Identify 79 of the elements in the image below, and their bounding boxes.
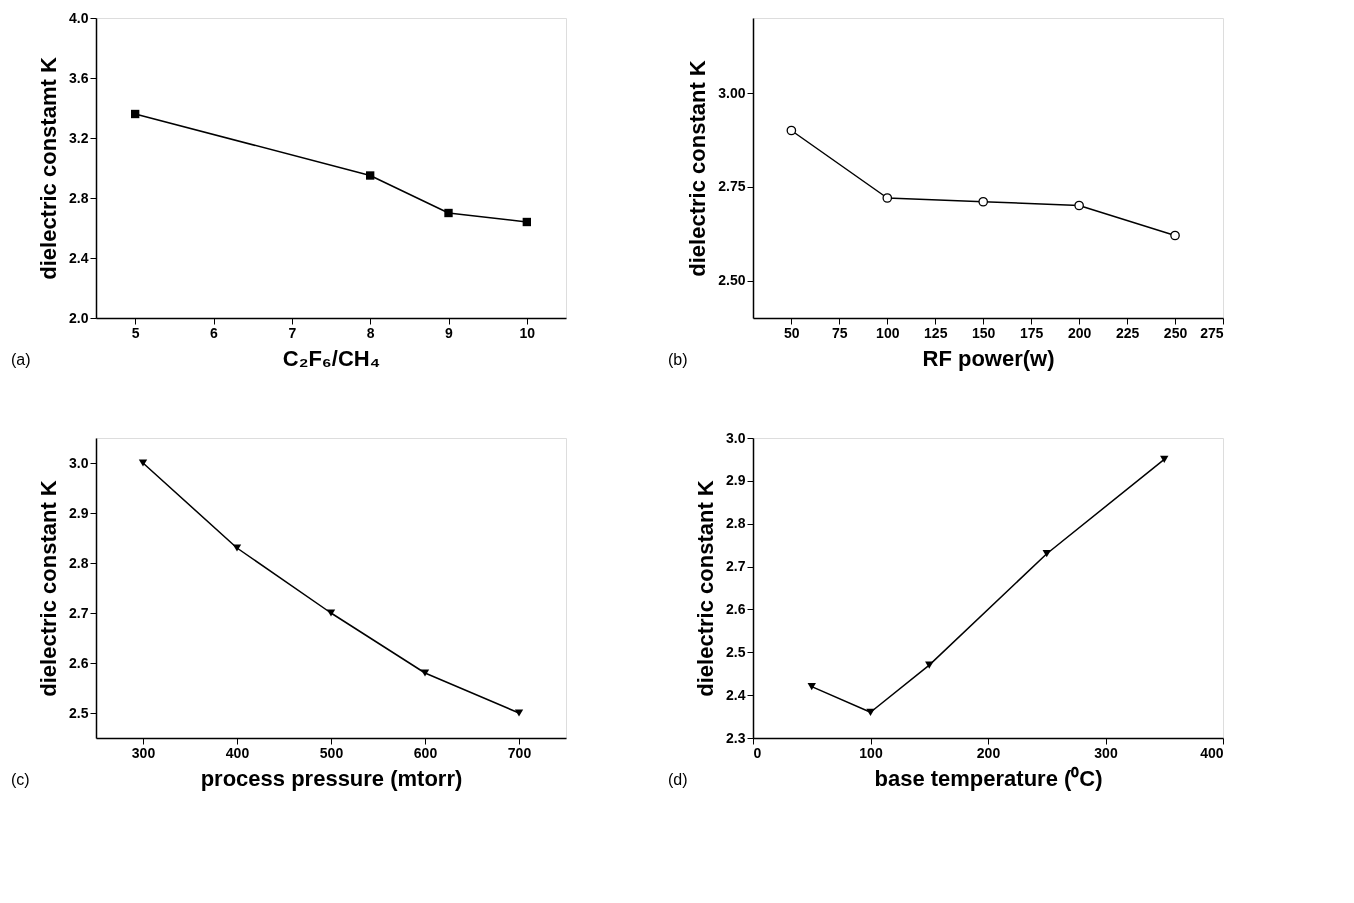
point <box>232 544 242 552</box>
y-tick-label: 2.9 <box>69 504 89 521</box>
y-tick-label: 2.75 <box>718 178 746 195</box>
point <box>1160 455 1169 464</box>
y-tick-label: 2.6 <box>69 654 89 671</box>
y-tick-label: 2.3 <box>726 729 746 746</box>
text: (c) <box>11 771 30 788</box>
point <box>514 709 524 717</box>
y-tick-label: 3.0 <box>726 429 746 446</box>
point <box>326 609 336 617</box>
x-axis-title: base temperature (⁰C) <box>874 765 1103 791</box>
y-tick-label: 2.8 <box>69 554 89 571</box>
text: (d) <box>668 771 688 788</box>
y-tick-label: 3.6 <box>69 69 89 86</box>
y-tick-label: 2.50 <box>718 272 746 288</box>
point <box>130 109 140 119</box>
point <box>138 459 148 467</box>
y-tick-label: 2.8 <box>726 515 746 532</box>
y-tick-label: 2.5 <box>726 643 746 660</box>
point <box>1170 230 1180 241</box>
x-tick-label: 8 <box>366 324 375 341</box>
x-tick-label: 125 <box>924 324 948 341</box>
point <box>882 193 893 203</box>
x-axis-title: RF power(w) <box>922 345 1055 371</box>
y-tick-label: 4.0 <box>69 9 89 26</box>
x-tick-label: 225 <box>1115 324 1140 341</box>
x-tick-label: 9 <box>445 324 454 341</box>
x-tick-label: 400 <box>1200 744 1224 761</box>
x-tick-label: 250 <box>1163 324 1188 341</box>
y-tick-label: 3.2 <box>69 129 89 146</box>
point <box>1042 550 1051 558</box>
x-tick-label: 7 <box>288 324 297 341</box>
y-axis-title: dielectric constamt K <box>36 57 62 280</box>
x-tick-label: 400 <box>225 744 250 761</box>
point <box>1074 200 1084 211</box>
x-tick-label: 600 <box>413 744 438 761</box>
point <box>978 196 989 207</box>
point <box>444 208 453 218</box>
x-tick-label: 0 <box>753 744 762 761</box>
x-axis-title: C₂F₆/CH₄ <box>282 345 381 371</box>
y-axis-title: dielectric constant K <box>36 480 62 697</box>
point <box>365 171 375 180</box>
y-tick-label: 2.7 <box>69 604 89 621</box>
y-tick-label: 2.9 <box>726 472 746 489</box>
y-tick-label: 2.7 <box>726 558 746 575</box>
point <box>786 125 797 136</box>
y-tick-label: 2.5 <box>69 704 89 721</box>
x-tick-label: 300 <box>131 744 156 761</box>
x-axis-title: process pressure (mtorr) <box>200 765 463 791</box>
y-axis-title: dielectric constant K <box>685 60 711 277</box>
x-tick-label: 50 <box>784 324 800 341</box>
point <box>807 682 816 691</box>
y-tick-label: 2.8 <box>69 189 89 206</box>
x-tick-label: 500 <box>319 744 344 761</box>
x-tick-label: 275 <box>1200 324 1224 341</box>
point <box>420 669 430 677</box>
y-tick-label: 3.0 <box>69 454 89 471</box>
x-tick-label: 200 <box>1067 324 1092 341</box>
y-tick-label: 2.4 <box>726 686 746 703</box>
y-tick-label: 3.00 <box>718 84 746 101</box>
y-axis-title: dielectric constant K <box>693 480 719 697</box>
x-tick-label: 175 <box>1019 324 1044 341</box>
y-tick-label: 2.4 <box>69 249 89 266</box>
y-tick-label: 2.6 <box>726 600 746 617</box>
x-tick-label: 6 <box>210 324 219 341</box>
x-tick-label: 700 <box>507 744 532 761</box>
x-tick-label: 75 <box>832 324 848 341</box>
y-tick-label: 2.0 <box>69 309 89 326</box>
x-tick-label: 5 <box>131 324 140 341</box>
x-tick-label: 100 <box>859 744 883 761</box>
x-tick-label: 200 <box>976 744 1001 761</box>
x-tick-label: 100 <box>876 324 900 341</box>
x-tick-label: 300 <box>1094 744 1118 761</box>
point <box>522 217 532 227</box>
x-tick-label: 10 <box>519 324 536 341</box>
point <box>866 708 875 716</box>
x-tick-label: 150 <box>972 324 996 341</box>
text: (a) <box>11 351 31 368</box>
text: (b) <box>668 351 688 368</box>
